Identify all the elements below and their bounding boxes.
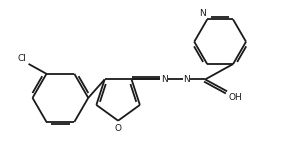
Text: O: O bbox=[115, 124, 122, 133]
Text: N: N bbox=[161, 75, 168, 84]
Text: N: N bbox=[200, 9, 206, 18]
Text: OH: OH bbox=[228, 93, 242, 102]
Text: N: N bbox=[183, 75, 190, 84]
Text: Cl: Cl bbox=[18, 54, 27, 63]
